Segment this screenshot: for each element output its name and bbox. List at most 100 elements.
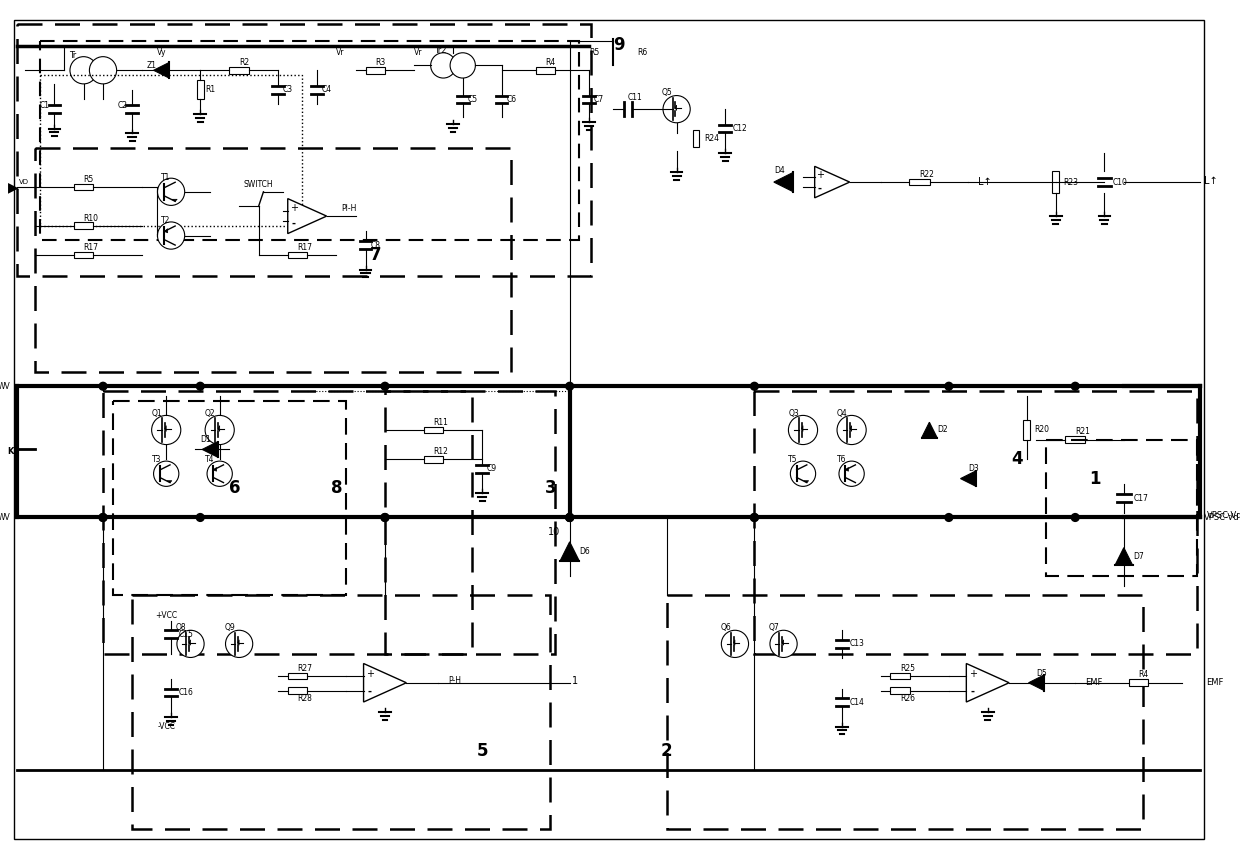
Polygon shape: [1028, 675, 1044, 691]
Bar: [35, 148, 511, 372]
Text: Q5: Q5: [662, 88, 673, 97]
Bar: [288, 673, 308, 679]
Text: SWITCH: SWITCH: [244, 180, 274, 190]
Text: L↑: L↑: [978, 177, 992, 187]
Circle shape: [565, 514, 574, 521]
Text: T4: T4: [205, 454, 215, 464]
Circle shape: [789, 416, 817, 445]
Circle shape: [1071, 514, 1079, 521]
Text: D2: D2: [937, 425, 947, 435]
Bar: [74, 184, 93, 191]
Text: ▶: ▶: [9, 180, 19, 194]
Circle shape: [663, 95, 691, 123]
Text: C13: C13: [849, 639, 864, 649]
Text: R11: R11: [434, 417, 449, 427]
Text: Tr2: Tr2: [434, 46, 446, 55]
Text: Vr: Vr: [336, 48, 345, 58]
Text: +: +: [366, 669, 374, 679]
Text: D4: D4: [774, 166, 785, 175]
Text: Vy: Vy: [156, 48, 166, 58]
Circle shape: [205, 416, 234, 445]
Text: Q4: Q4: [837, 409, 848, 418]
Bar: [890, 687, 910, 694]
Polygon shape: [190, 640, 191, 645]
Text: T5: T5: [789, 454, 797, 464]
Text: 6: 6: [228, 479, 241, 497]
Text: -: -: [971, 686, 975, 697]
Polygon shape: [1115, 548, 1132, 565]
Text: 10: 10: [548, 527, 560, 537]
Text: VPSC-Vd: VPSC-Vd: [1207, 511, 1240, 520]
Circle shape: [565, 514, 574, 521]
Text: +: +: [290, 204, 298, 213]
Circle shape: [945, 382, 952, 390]
Bar: [74, 252, 93, 259]
Polygon shape: [202, 442, 218, 457]
Bar: [424, 456, 443, 462]
Text: R5: R5: [589, 48, 599, 58]
Circle shape: [450, 52, 475, 78]
Circle shape: [722, 631, 749, 657]
Text: R2: R2: [239, 58, 249, 67]
Text: -VCC: -VCC: [157, 722, 175, 731]
Bar: [1053, 172, 1059, 192]
Bar: [754, 391, 1197, 654]
Bar: [909, 179, 930, 186]
Text: D3: D3: [968, 465, 980, 473]
Text: D7: D7: [1133, 551, 1145, 561]
Text: C1: C1: [40, 101, 50, 110]
Polygon shape: [961, 471, 976, 486]
Bar: [384, 391, 556, 654]
Text: C6: C6: [506, 95, 517, 104]
Text: C14: C14: [849, 698, 864, 707]
Polygon shape: [363, 663, 407, 702]
Text: Q9: Q9: [224, 623, 236, 632]
Circle shape: [381, 382, 389, 390]
Text: R17: R17: [83, 243, 98, 252]
Circle shape: [750, 382, 759, 390]
Text: 1: 1: [1089, 470, 1100, 488]
Polygon shape: [238, 640, 239, 645]
Circle shape: [750, 514, 759, 521]
Text: EMF: EMF: [1207, 679, 1224, 687]
Text: C4: C4: [321, 85, 332, 94]
Polygon shape: [218, 425, 219, 431]
Text: Q3: Q3: [789, 409, 799, 418]
Circle shape: [839, 461, 864, 486]
Text: 9: 9: [614, 36, 625, 54]
Bar: [1023, 420, 1030, 440]
Text: +: +: [968, 669, 977, 679]
Bar: [103, 391, 472, 654]
Text: T6: T6: [837, 454, 847, 464]
Polygon shape: [846, 467, 848, 472]
Circle shape: [790, 461, 816, 486]
Bar: [17, 23, 591, 277]
Text: 7: 7: [370, 246, 381, 264]
Text: R1: R1: [205, 85, 216, 94]
Circle shape: [99, 382, 107, 390]
Text: Q7: Q7: [769, 623, 780, 632]
Text: K1: K1: [7, 447, 20, 456]
Text: R28: R28: [298, 694, 312, 703]
Circle shape: [99, 514, 107, 521]
Polygon shape: [213, 467, 217, 472]
Text: Z1: Z1: [146, 61, 156, 70]
Polygon shape: [804, 481, 808, 483]
Bar: [74, 222, 93, 229]
Circle shape: [157, 178, 185, 205]
Bar: [693, 130, 699, 147]
Circle shape: [430, 52, 456, 78]
Text: R17: R17: [298, 243, 312, 252]
Text: C17: C17: [1133, 494, 1148, 503]
Bar: [133, 595, 551, 829]
Text: R25: R25: [900, 664, 915, 673]
Circle shape: [565, 382, 574, 390]
Text: 3: 3: [544, 479, 556, 497]
Bar: [1047, 440, 1197, 576]
Bar: [197, 80, 203, 100]
Text: C2: C2: [118, 101, 128, 110]
Text: Q2: Q2: [205, 409, 216, 418]
Polygon shape: [774, 173, 794, 192]
Text: R4: R4: [1138, 671, 1148, 679]
Text: C16: C16: [179, 688, 193, 697]
